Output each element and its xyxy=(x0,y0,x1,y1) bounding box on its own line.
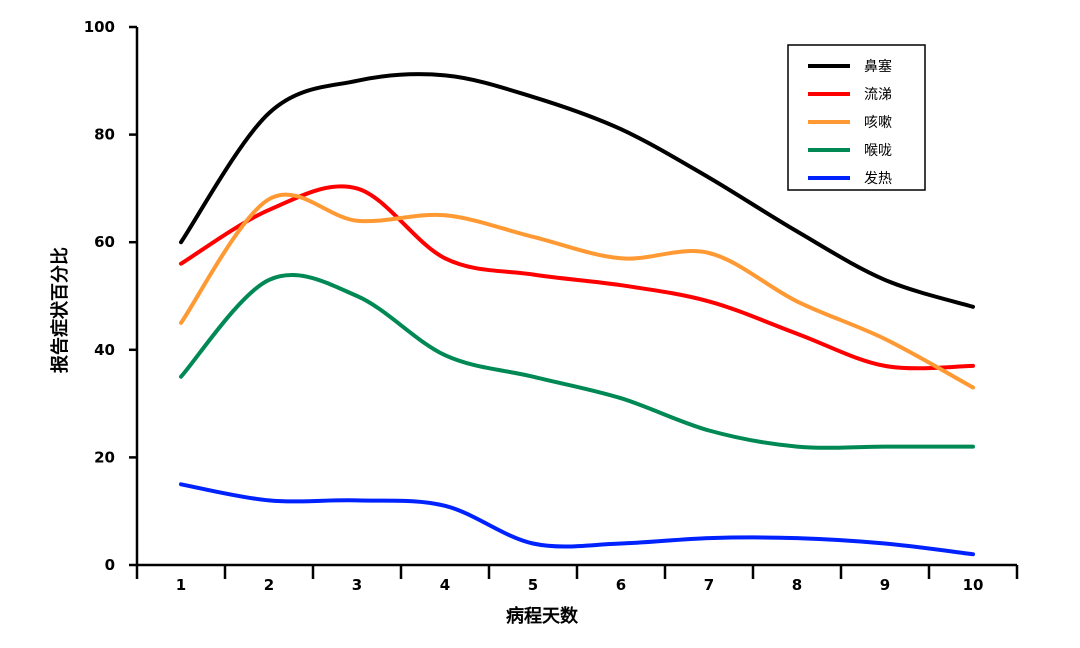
series-line-4 xyxy=(179,273,975,450)
x-tick-label: 2 xyxy=(264,576,274,594)
x-tick-label: 6 xyxy=(616,576,626,594)
x-axis-title: 病程天数 xyxy=(506,605,579,627)
y-tick-label: 0 xyxy=(105,556,115,574)
axes: 0 20 40 60 80 100 1 2 3 4 5 6 7 8 9 10 xyxy=(84,18,1019,594)
y-tick-label: 20 xyxy=(94,448,115,466)
legend-label: 流涕 xyxy=(864,87,892,103)
y-tick-label: 60 xyxy=(94,233,115,251)
legend-label: 发热 xyxy=(864,171,892,187)
y-tick-label: 100 xyxy=(84,18,115,36)
series-line-5 xyxy=(179,482,975,557)
y-tick-label: 80 xyxy=(94,126,115,144)
x-tick-label: 5 xyxy=(528,576,538,594)
legend-label: 咳嗽 xyxy=(864,115,892,131)
x-tick-label: 10 xyxy=(963,576,984,594)
x-tick-label: 9 xyxy=(880,576,890,594)
x-tick-label: 8 xyxy=(792,576,802,594)
x-tick-label: 4 xyxy=(440,576,450,594)
legend-label: 鼻塞 xyxy=(864,58,892,75)
series-layer xyxy=(179,72,975,557)
x-tick-label: 3 xyxy=(352,576,362,594)
series-line-1 xyxy=(179,72,975,309)
y-tick-label: 40 xyxy=(94,341,115,359)
y-axis-title: 报告症状百分比 xyxy=(49,247,71,373)
series-line-2 xyxy=(179,184,975,371)
series-line-3 xyxy=(179,192,975,390)
x-tick-label: 7 xyxy=(704,576,714,594)
legend-label: 喉咙 xyxy=(864,143,892,159)
legend-box xyxy=(787,44,926,191)
x-tick-label: 1 xyxy=(176,576,186,594)
